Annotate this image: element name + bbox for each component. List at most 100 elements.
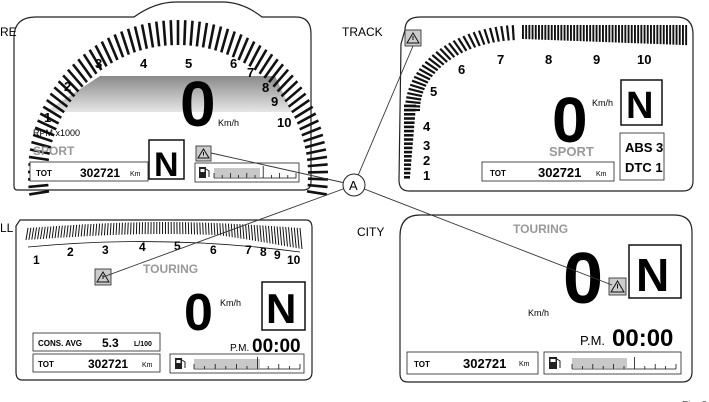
rpm-bar — [404, 125, 415, 129]
rpm-tick — [560, 25, 563, 41]
rpm-tick — [231, 34, 243, 58]
rpm-tick — [225, 223, 227, 237]
odometer-box — [481, 161, 615, 182]
rpm-tick — [483, 28, 491, 44]
rpm-tick — [293, 227, 297, 249]
rpm-tick — [34, 126, 55, 137]
rpm-tick — [554, 25, 556, 41]
rpm-number: 2 — [423, 153, 430, 168]
speed-value: 0 — [552, 84, 588, 156]
track-mode-panel: TRACK 123 4 5 6 7 8 9 10 0 Km/h N SPORT ABS 3 D… — [342, 16, 694, 192]
rpm-tick — [435, 51, 448, 63]
rpm-tick — [265, 225, 268, 243]
rpm-tick — [37, 119, 57, 131]
gear-indicator: N — [154, 146, 179, 184]
rpm-tick — [45, 99, 65, 114]
rpm-tick — [570, 25, 572, 41]
odometer-box — [29, 161, 149, 182]
rpm-tick — [40, 226, 43, 240]
rpm-tick — [250, 224, 254, 241]
rpm-tick — [227, 223, 230, 237]
rpm-number: 7 — [497, 52, 504, 67]
rpm-number: 4 — [140, 56, 148, 71]
rpm-tick-arc — [25, 221, 303, 253]
rpm-tick — [124, 222, 126, 235]
warning-icon — [195, 145, 212, 162]
rpm-tick — [267, 63, 285, 83]
rpm-tick — [94, 44, 108, 67]
clock-time: 00:00 — [252, 336, 301, 357]
odometer-unit: Km — [142, 362, 153, 369]
rpm-tick — [640, 25, 643, 44]
rpm-number: 2 — [67, 245, 74, 259]
rpm-tick — [541, 25, 544, 40]
rpm-tick — [538, 25, 540, 40]
rpm-tick — [57, 80, 76, 98]
rpm-tick — [413, 75, 429, 84]
rpm-tick — [106, 223, 109, 236]
rpm-tick — [301, 126, 322, 137]
rpm-tick — [207, 222, 210, 235]
rpm-tick — [28, 155, 50, 162]
rpm-tick — [112, 222, 115, 236]
city-mode-label: CITY — [357, 225, 384, 239]
speed-unit: Km/h — [592, 98, 613, 108]
odometer-value: 302721 — [538, 165, 581, 180]
speed-value: 0 — [180, 68, 216, 140]
rpm-number: 9 — [593, 52, 600, 67]
abs-level: ABS 3 — [625, 140, 663, 155]
gear-indicator: N — [636, 249, 669, 301]
fuel-scale-ticks — [213, 166, 297, 179]
rpm-tick — [573, 25, 576, 41]
rpm-tick — [650, 25, 652, 44]
rpm-number: 2 — [64, 79, 71, 94]
rpm-tick — [637, 25, 640, 44]
rpm-tick — [494, 26, 500, 42]
rpm-tick — [646, 25, 649, 44]
gear-box — [261, 281, 306, 331]
rpm-tick — [66, 225, 69, 238]
rpm-bar — [404, 134, 414, 137]
abs-dtc-box — [619, 132, 665, 181]
rpm-tick — [169, 20, 174, 46]
rpm-tick — [605, 25, 608, 43]
rpm-tick — [285, 226, 288, 247]
rpm-tick — [63, 225, 66, 238]
rpm-tick — [287, 92, 307, 108]
rpm-tick — [195, 21, 202, 47]
rpm-tick — [592, 25, 595, 42]
rpm-tick — [225, 31, 236, 56]
consumption-label: CONS. AVG — [38, 339, 82, 348]
clock-ampm: P.M. — [230, 343, 249, 354]
rpm-tick — [528, 25, 531, 40]
rpm-number: 5 — [174, 239, 181, 253]
rpm-tick — [51, 226, 55, 239]
rpm-number: 7 — [247, 65, 254, 80]
odometer-box — [406, 351, 539, 375]
rpm-number: 10 — [277, 115, 291, 130]
rpm-tick — [253, 224, 257, 241]
rpm-tick — [233, 223, 236, 238]
sport-mode-label: RE — [0, 25, 17, 39]
rpm-tick — [199, 222, 201, 235]
rpm-tick — [643, 25, 646, 44]
rpm-tick — [25, 227, 29, 241]
rpm-bar — [404, 129, 414, 133]
rpm-tick — [624, 25, 627, 43]
rpm-tick — [77, 58, 93, 79]
track-display-frame — [398, 16, 694, 192]
warning-icon — [608, 277, 627, 296]
rpm-tick — [656, 25, 659, 45]
rpm-tick — [115, 222, 118, 235]
speed-unit: Km/h — [528, 308, 549, 318]
rpm-tick — [189, 20, 194, 46]
rpm-tick — [511, 25, 515, 41]
rpm-tick — [659, 25, 662, 45]
rpm-tick — [127, 222, 129, 235]
rpm-tick — [74, 224, 78, 237]
riding-mode-label: TOURING — [513, 222, 568, 236]
rpm-unit-label: RPM x1000 — [33, 128, 80, 138]
